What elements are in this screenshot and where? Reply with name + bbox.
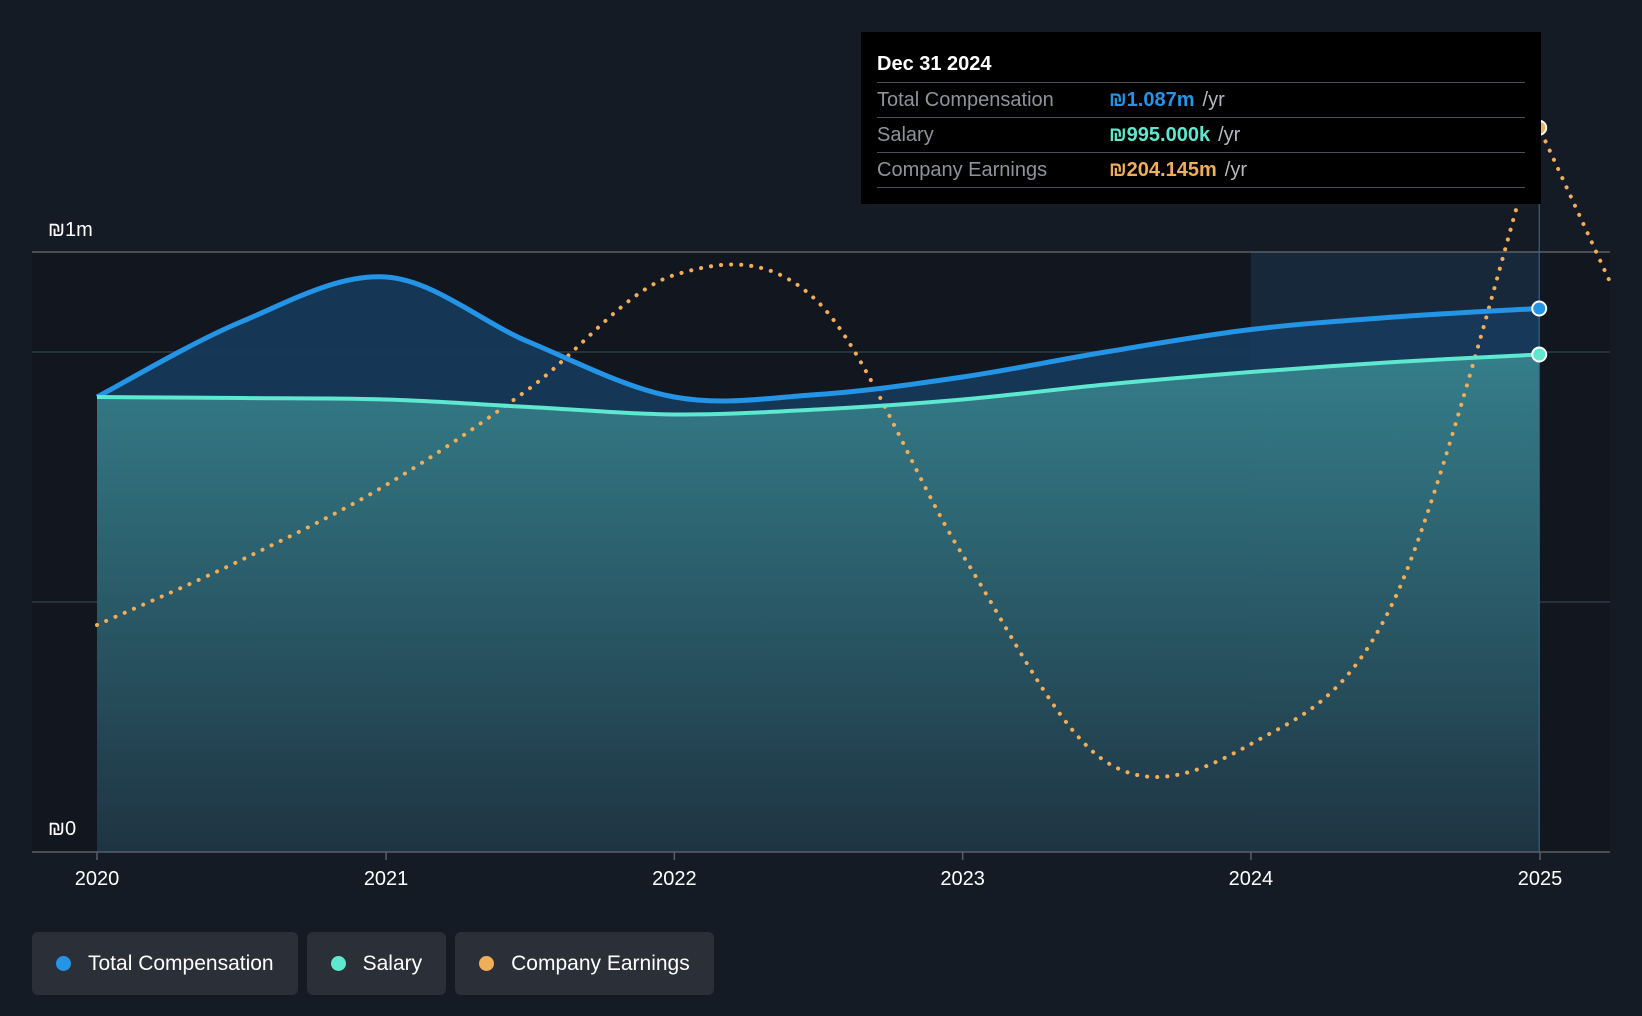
tooltip-value: ₪995.000k: [1109, 124, 1211, 146]
y-tick-label: ₪1m: [48, 219, 93, 241]
tooltip-unit: /yr: [1224, 159, 1247, 181]
point-marker: [1531, 300, 1548, 317]
point-marker: [1531, 346, 1548, 363]
legend-dot-icon: [330, 956, 346, 971]
tooltip-row-company-earnings: Company Earnings ₪204.145m /yr: [877, 152, 1525, 188]
tooltip-unit: /yr: [1218, 124, 1241, 146]
salary-line: [96, 352, 1540, 417]
tooltip-unit: /yr: [1202, 89, 1225, 111]
y-axis: ₪1m ₪0: [48, 219, 93, 840]
chart-canvas: 2020 2021 2022 2023 2024 2025 ₪1m ₪0: [32, 119, 1612, 890]
data-tooltip: Dec 31 2024 Total Compensation ₪1.087m /…: [861, 32, 1541, 204]
salary-area: [97, 354, 1540, 852]
tooltip-row-salary: Salary ₪995.000k /yr: [877, 117, 1525, 152]
x-tick-label: 2025: [1518, 868, 1563, 890]
legend-item-salary[interactable]: Salary: [306, 932, 447, 995]
tooltip-date: Dec 31 2024: [877, 53, 992, 75]
x-tick-label: 2024: [1229, 868, 1274, 890]
tooltip-row-total-compensation: Total Compensation ₪1.087m /yr: [877, 82, 1525, 117]
legend-label: Salary: [362, 951, 423, 975]
company-earnings-line: [95, 122, 1612, 779]
x-tick-label: 2023: [940, 868, 985, 890]
tooltip-value: ₪204.145m: [1109, 159, 1217, 181]
legend-dot-icon: [479, 956, 495, 971]
tooltip-label: Company Earnings: [877, 159, 1048, 181]
legend-item-total-compensation[interactable]: Total Compensation: [32, 932, 298, 995]
x-tick-label: 2021: [364, 868, 409, 890]
x-tick-label: 2022: [652, 868, 697, 890]
legend-item-company-earnings[interactable]: Company Earnings: [455, 932, 714, 995]
legend-label: Company Earnings: [511, 951, 690, 975]
legend-dot-icon: [56, 956, 71, 971]
x-tick-label: 2020: [75, 868, 120, 890]
y-tick-label: ₪0: [48, 818, 76, 840]
legend-label: Total Compensation: [88, 951, 274, 975]
tooltip-value: ₪1.087m: [1109, 89, 1195, 111]
chart-legend: Total Compensation Salary Company Earnin…: [32, 932, 714, 995]
tooltip-label: Salary: [877, 124, 934, 146]
x-axis: 2020 2021 2022 2023 2024 2025: [32, 851, 1610, 890]
tooltip-label: Total Compensation: [877, 89, 1054, 111]
total-compensation-line: [95, 274, 1540, 404]
